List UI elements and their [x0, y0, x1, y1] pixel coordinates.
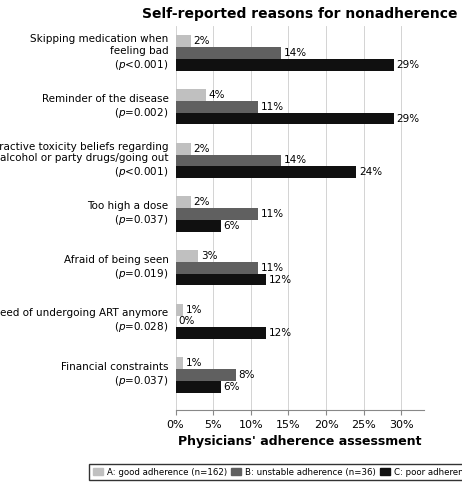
Bar [176, 262, 258, 274]
Text: Afraid of being seen
($\it{p}$=0.019): Afraid of being seen ($\it{p}$=0.019) [64, 255, 169, 281]
Bar [176, 112, 394, 124]
Bar [176, 196, 191, 208]
Bar [176, 101, 258, 112]
Text: Reminder of the disease
($\it{p}$=0.002): Reminder of the disease ($\it{p}$=0.002) [42, 94, 169, 120]
Bar [176, 358, 183, 369]
Bar [176, 381, 221, 393]
Text: 1%: 1% [186, 304, 203, 314]
Text: 8%: 8% [239, 370, 255, 380]
Text: 6%: 6% [224, 221, 240, 231]
Text: 29%: 29% [397, 60, 420, 70]
X-axis label: Physicians' adherence assessment: Physicians' adherence assessment [178, 436, 421, 448]
Text: Interactive toxicity beliefs regarding
alcohol or party drugs/going out
($\it{p}: Interactive toxicity beliefs regarding a… [0, 142, 169, 179]
Legend: A: good adherence (n=162), B: unstable adherence (n=36), C: poor adherence (n=17: A: good adherence (n=162), B: unstable a… [89, 464, 462, 480]
Text: 0%: 0% [179, 316, 195, 326]
Bar [176, 154, 281, 166]
Text: 24%: 24% [359, 168, 382, 177]
Text: 12%: 12% [269, 274, 292, 284]
Text: 2%: 2% [194, 36, 210, 46]
Text: Skipping medication when
feeling bad
($\it{p}$<0.001): Skipping medication when feeling bad ($\… [30, 34, 169, 72]
Bar [176, 369, 236, 381]
Text: 2%: 2% [194, 144, 210, 154]
Text: 1%: 1% [186, 358, 203, 368]
Bar [176, 328, 266, 339]
Bar [176, 250, 198, 262]
Text: 29%: 29% [397, 114, 420, 124]
Bar [176, 274, 266, 285]
Text: 14%: 14% [284, 156, 307, 166]
Text: 14%: 14% [284, 48, 307, 58]
Bar [176, 220, 221, 232]
Text: 11%: 11% [261, 102, 285, 112]
Text: 11%: 11% [261, 263, 285, 273]
Text: Too high a dose
($\it{p}$=0.037): Too high a dose ($\it{p}$=0.037) [87, 201, 169, 227]
Bar [176, 89, 206, 101]
Bar [176, 142, 191, 154]
Bar [176, 36, 191, 47]
Bar [176, 59, 394, 71]
Text: 12%: 12% [269, 328, 292, 338]
Title: Self-reported reasons for nonadherence: Self-reported reasons for nonadherence [142, 7, 457, 21]
Bar [176, 208, 258, 220]
Text: 3%: 3% [201, 251, 218, 261]
Text: 11%: 11% [261, 209, 285, 219]
Bar [176, 304, 183, 316]
Text: 2%: 2% [194, 198, 210, 207]
Bar [176, 166, 356, 178]
Text: Financial constraints
($\it{p}$=0.037): Financial constraints ($\it{p}$=0.037) [61, 362, 169, 388]
Bar [176, 47, 281, 59]
Text: 4%: 4% [209, 90, 225, 100]
Text: 6%: 6% [224, 382, 240, 392]
Text: No need of undergoing ART anymore
($\it{p}$=0.028): No need of undergoing ART anymore ($\it{… [0, 308, 169, 334]
